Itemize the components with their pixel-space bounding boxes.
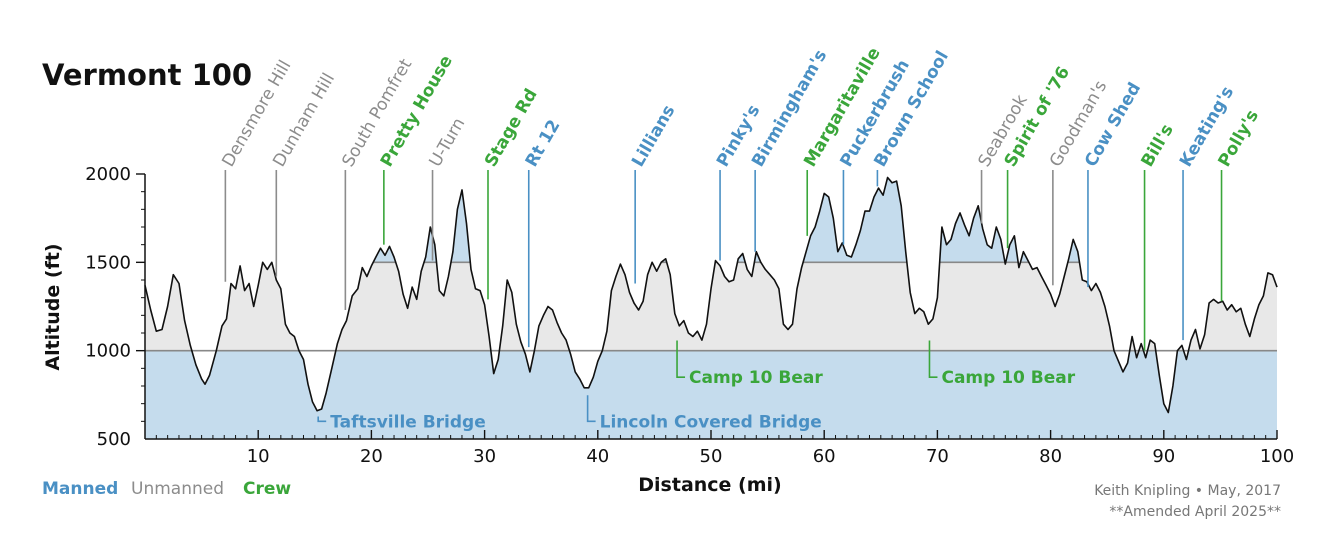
legend-manned: Manned [42, 479, 118, 499]
low-station-leader [317, 416, 327, 423]
station-label: U-Turn [426, 115, 470, 171]
x-tick-label: 30 [473, 446, 496, 467]
x-tick-label: 50 [700, 446, 723, 467]
x-tick-label: 10 [247, 446, 270, 467]
x-tick-label: 100 [1260, 446, 1294, 467]
y-axis-label: Altitude (ft) [42, 243, 64, 370]
elevation-profile-line [144, 176, 1278, 414]
low-station-leader [676, 340, 686, 378]
legend: Manned Unmanned Crew [42, 479, 291, 499]
x-tick-label: 70 [926, 446, 949, 467]
x-tick-label: 60 [813, 446, 836, 467]
x-tick-label: 40 [586, 446, 609, 467]
low-station-label: Lincoln Covered Bridge [600, 412, 822, 432]
legend-unmanned: Unmanned [131, 479, 224, 499]
fill-1000-1500 [145, 262, 1277, 351]
station-label: Bill's [1138, 121, 1178, 171]
fill-above-1500 [262, 177, 1080, 263]
low-station-leader [928, 340, 938, 378]
low-station-label: Camp 10 Bear [689, 368, 823, 388]
chart-title: Vermont 100 [42, 58, 252, 92]
station-label: Lillians [628, 102, 679, 171]
credit-line-2: **Amended April 2025** [1109, 504, 1281, 520]
profile-fills [145, 177, 1277, 439]
y-tick-label: 1000 [85, 341, 131, 362]
legend-crew: Crew [243, 479, 291, 499]
fill-below-1000 [145, 350, 1277, 439]
x-axis-label: Distance (mi) [638, 474, 781, 496]
x-tick-label: 80 [1039, 446, 1062, 467]
station-label: Rt 12 [522, 117, 565, 171]
y-tick-label: 500 [97, 429, 131, 450]
credit-line-1: Keith Knipling • May, 2017 [1094, 483, 1281, 499]
y-tick-label: 2000 [85, 164, 131, 185]
low-station-leader [586, 395, 596, 423]
low-station-label: Taftsville Bridge [330, 412, 486, 432]
y-tick-label: 1500 [85, 252, 131, 273]
low-station-label: Camp 10 Bear [941, 368, 1075, 388]
x-tick-label: 20 [360, 446, 383, 467]
axes: 10 20 30 40 50 60 70 80 90 100 500 1000 1500 2000 [85, 164, 1294, 467]
x-tick-label: 90 [1152, 446, 1175, 467]
